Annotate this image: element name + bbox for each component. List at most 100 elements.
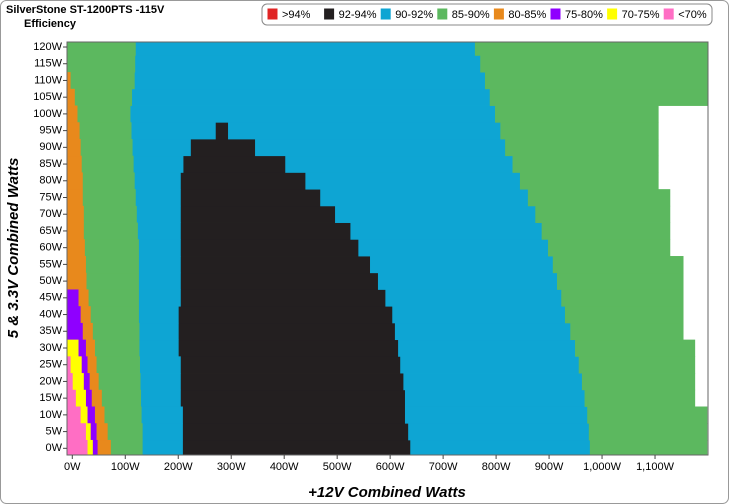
band-cell: [137, 222, 181, 240]
plot-border: [66, 41, 709, 456]
band-cell: [94, 339, 140, 357]
band-cell: [135, 189, 181, 207]
band-cell: [392, 306, 566, 324]
legend-label: 92-94%: [339, 9, 377, 21]
band-cell: [94, 406, 105, 424]
y-axis-title: 5 & 3.3V Combined Watts: [5, 158, 22, 339]
band-cell: [130, 105, 496, 123]
band-cell: [484, 72, 709, 90]
legend-swatch: [266, 7, 279, 21]
band-cell: [67, 289, 79, 307]
y-tick-label: 70W: [39, 208, 62, 220]
band-cell: [138, 306, 179, 324]
band-cell: [489, 88, 709, 106]
band-cell: [140, 373, 181, 391]
band-cell: [535, 205, 671, 223]
y-tick-label: 115W: [34, 58, 63, 70]
y-tick-label: 0W: [46, 442, 63, 454]
band-cell: [67, 389, 76, 407]
y-tick-label: 5W: [46, 425, 63, 437]
y-tick-label: 90W: [39, 141, 62, 153]
y-tick-label: 85W: [39, 158, 62, 170]
x-tick-label: 600W: [376, 461, 405, 473]
band-cell: [589, 439, 708, 456]
band-cell: [180, 373, 404, 391]
band-cell: [134, 72, 486, 90]
band-cell: [85, 423, 91, 441]
y-tick-label: 35W: [39, 325, 62, 337]
band-cell: [134, 55, 481, 73]
y-tick-label: 105W: [33, 91, 62, 103]
band-cell: [180, 356, 401, 374]
band-cell: [408, 423, 590, 441]
band-cell: [67, 138, 81, 157]
band-cell: [138, 289, 181, 307]
band-cell: [335, 205, 536, 223]
band-cell: [215, 122, 229, 140]
band-cell: [67, 222, 84, 240]
band-cell: [75, 389, 86, 407]
band-cell: [67, 105, 78, 123]
y-tick-label: 60W: [39, 242, 62, 254]
band-cell: [139, 356, 181, 374]
band-cell: [180, 272, 379, 290]
x-tick-label: 1,100W: [636, 461, 675, 473]
band-cell: [92, 322, 140, 341]
band-cell: [78, 289, 89, 307]
band-cell: [587, 406, 708, 424]
band-cell: [101, 389, 142, 407]
x-tick-label: 800W: [482, 461, 511, 473]
band-cell: [527, 189, 671, 207]
y-tick-label: 45W: [39, 292, 62, 304]
band-cell: [377, 272, 558, 290]
band-cell: [84, 239, 139, 257]
band-cell: [67, 205, 84, 223]
band-cell: [81, 155, 134, 173]
band-cell: [178, 322, 396, 341]
band-cell: [67, 322, 83, 341]
band-cell: [98, 373, 141, 391]
band-cell: [180, 256, 371, 274]
band-cell: [83, 373, 90, 391]
band-cell: [72, 373, 84, 391]
y-tick-label: 100W: [33, 108, 62, 120]
band-cell: [85, 256, 139, 274]
band-cell: [180, 222, 351, 240]
legend-label: 70-75%: [622, 9, 660, 21]
y-tick-label: 110W: [34, 74, 63, 86]
band-cell: [305, 172, 521, 190]
legend-swatch: [492, 7, 505, 21]
band-cell: [548, 239, 671, 257]
band-cell: [403, 373, 583, 391]
band-cell: [83, 222, 138, 240]
legend-label: >94%: [282, 9, 311, 21]
band-cell: [178, 306, 393, 324]
band-cell: [97, 439, 111, 456]
band-cell: [519, 172, 659, 190]
y-tick-label: 15W: [39, 392, 62, 404]
chart-subtitle: Efficiency: [24, 18, 77, 30]
band-cell: [67, 55, 136, 73]
y-tick-label: 25W: [39, 359, 62, 371]
band-cell: [404, 389, 585, 407]
band-cell: [370, 256, 554, 274]
band-cell: [495, 105, 659, 123]
band-cell: [131, 88, 491, 106]
x-tick-label: 700W: [429, 461, 458, 473]
x-tick-label: 0W: [64, 461, 81, 473]
band-cell: [87, 406, 95, 424]
band-cell: [90, 423, 97, 441]
y-tick-label: 40W: [39, 308, 62, 320]
band-cell: [82, 172, 135, 190]
band-cell: [85, 339, 95, 357]
y-tick-label: 95W: [39, 125, 62, 137]
band-cell: [104, 406, 142, 424]
band-cell: [142, 439, 183, 456]
band-cell: [561, 289, 684, 307]
band-cell: [570, 322, 684, 341]
y-tick-label: 75W: [39, 191, 62, 203]
band-cell: [140, 389, 181, 407]
band-cell: [85, 389, 92, 407]
band-cell: [67, 155, 82, 173]
